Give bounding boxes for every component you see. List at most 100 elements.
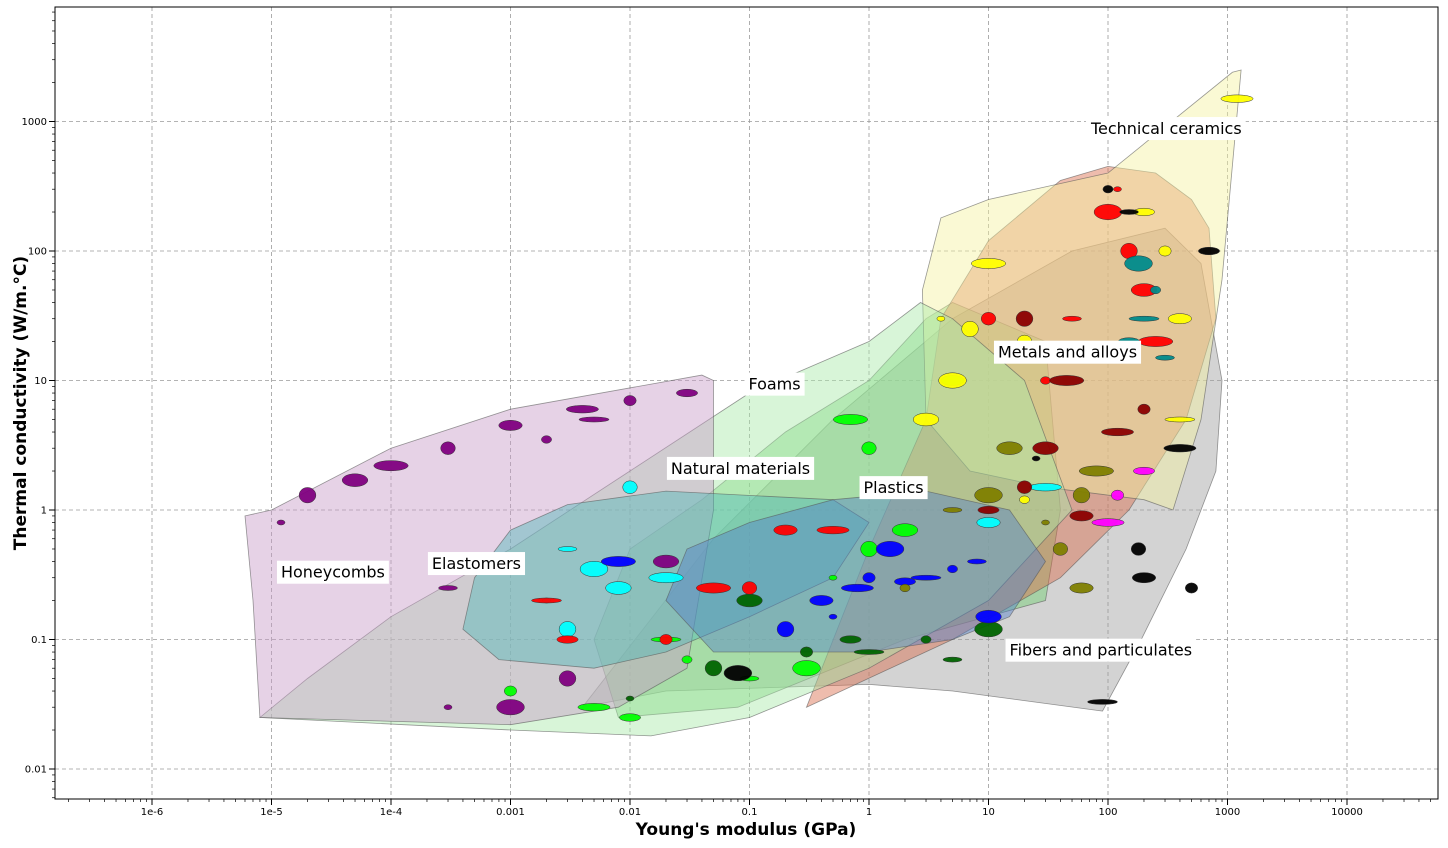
region-label-text: Elastomers: [432, 554, 521, 573]
material-bubble: [792, 660, 821, 677]
material-bubble: [839, 635, 862, 644]
x-tick-label: 0.1: [742, 807, 758, 818]
y-tick-label: 100: [28, 247, 47, 258]
material-bubble: [976, 517, 1001, 528]
material-bubble: [975, 610, 1002, 624]
region-technical-ceramics: [921, 69, 1242, 511]
x-tick-label: 100: [1098, 807, 1117, 818]
region-label-box: [1005, 638, 1197, 662]
material-bubble: [622, 480, 638, 494]
material-bubble: [861, 441, 877, 455]
material-bubble: [578, 416, 610, 423]
material-bubbles: [276, 94, 1254, 722]
material-bubble: [1101, 427, 1134, 437]
material-bubble: [373, 460, 409, 472]
region-labels: Fibers and particulates Natural materials…: [276, 117, 1246, 662]
material-bubble: [1072, 487, 1091, 504]
material-bubble: [961, 321, 979, 337]
material-bubble: [1091, 518, 1125, 527]
material-bubble: [977, 505, 1000, 515]
region-plastics: [665, 490, 1046, 653]
region-label: Elastomers: [427, 552, 526, 576]
material-bubble: [659, 634, 673, 645]
material-bubble: [1029, 483, 1062, 492]
material-bubble: [1128, 315, 1160, 322]
x-tick-label: 10: [982, 807, 995, 818]
material-bubble: [341, 473, 369, 487]
material-bubble: [566, 405, 599, 414]
x-tick-label: 0.01: [619, 807, 641, 818]
material-bubble: [947, 564, 958, 574]
material-bubble: [1049, 375, 1085, 386]
material-bubble: [298, 487, 317, 504]
material-bubble: [605, 581, 632, 595]
region-label-box: [744, 372, 805, 396]
y-tick-label: 1000: [22, 117, 47, 128]
material-bubble: [741, 581, 758, 595]
material-bubble: [860, 541, 878, 557]
material-bubble: [276, 519, 286, 526]
material-bubble: [936, 315, 946, 322]
material-bubble: [974, 621, 1003, 638]
material-bubble: [776, 621, 795, 638]
x-tick-label: 0.001: [496, 807, 525, 818]
material-bubble: [1052, 542, 1068, 556]
material-bubble: [828, 574, 838, 581]
material-bubble: [541, 435, 552, 444]
material-bubble: [1040, 376, 1051, 385]
y-tick-label: 1: [41, 506, 47, 517]
material-bubble: [1111, 489, 1124, 501]
x-tick-label: 1: [866, 807, 872, 818]
region-label-box: [427, 552, 526, 576]
material-bubble: [1119, 209, 1139, 215]
region-label: Natural materials: [666, 456, 815, 480]
x-tick-label: 1e-5: [260, 807, 283, 818]
material-bubble: [996, 441, 1023, 455]
material-bubble: [891, 523, 919, 537]
material-bubble: [1138, 336, 1174, 347]
material-bubble: [899, 583, 911, 593]
material-bubble: [1137, 403, 1151, 415]
material-bubble: [1220, 94, 1254, 103]
material-bubble: [1078, 465, 1114, 477]
material-bubble: [577, 703, 611, 712]
material-bubble: [438, 585, 458, 591]
material-bubble: [579, 561, 609, 577]
region-label: Technical ceramics: [1085, 117, 1246, 141]
y-axis-title: Thermal conductivity (W/m.°C): [11, 256, 31, 550]
region-label-text: Natural materials: [671, 459, 810, 478]
material-bubble: [920, 635, 932, 644]
material-bubble: [498, 420, 523, 431]
region-label-box: [276, 560, 389, 584]
x-tick-label: 1e-6: [141, 807, 164, 818]
material-bubble: [942, 656, 963, 663]
material-bubble: [704, 660, 723, 677]
region-label: Honeycombs: [276, 560, 389, 584]
material-bubble: [773, 524, 798, 536]
material-bubble: [1130, 542, 1147, 556]
material-bubble: [623, 395, 637, 406]
region-honeycombs: [244, 374, 714, 726]
material-bubble: [967, 558, 987, 565]
material-bubble: [1015, 310, 1034, 327]
region-label-box: [859, 476, 928, 500]
material-bubble: [1163, 444, 1197, 453]
material-bubble: [1185, 582, 1198, 594]
region-label-text: Honeycombs: [281, 563, 385, 582]
material-bubble: [942, 507, 963, 513]
material-bubble: [828, 613, 838, 620]
material-bubble: [1164, 416, 1196, 423]
material-bubble: [652, 554, 680, 569]
material-bubble: [1041, 519, 1050, 526]
material-bubble: [1019, 495, 1030, 504]
material-bubble: [1093, 204, 1123, 220]
region-natural-materials: [593, 302, 1061, 718]
material-bubble: [841, 583, 874, 593]
x-axis-ticks: 1e-6 1e-5 1e-4 0.001 0.01 0.1 1 10 100 1000 10000: [68, 799, 1431, 818]
material-bubble: [676, 388, 698, 398]
region-label-box: [993, 340, 1142, 364]
material-bubble: [1031, 455, 1041, 462]
material-bubble: [443, 704, 453, 710]
region-label-text: Plastics: [864, 478, 924, 497]
